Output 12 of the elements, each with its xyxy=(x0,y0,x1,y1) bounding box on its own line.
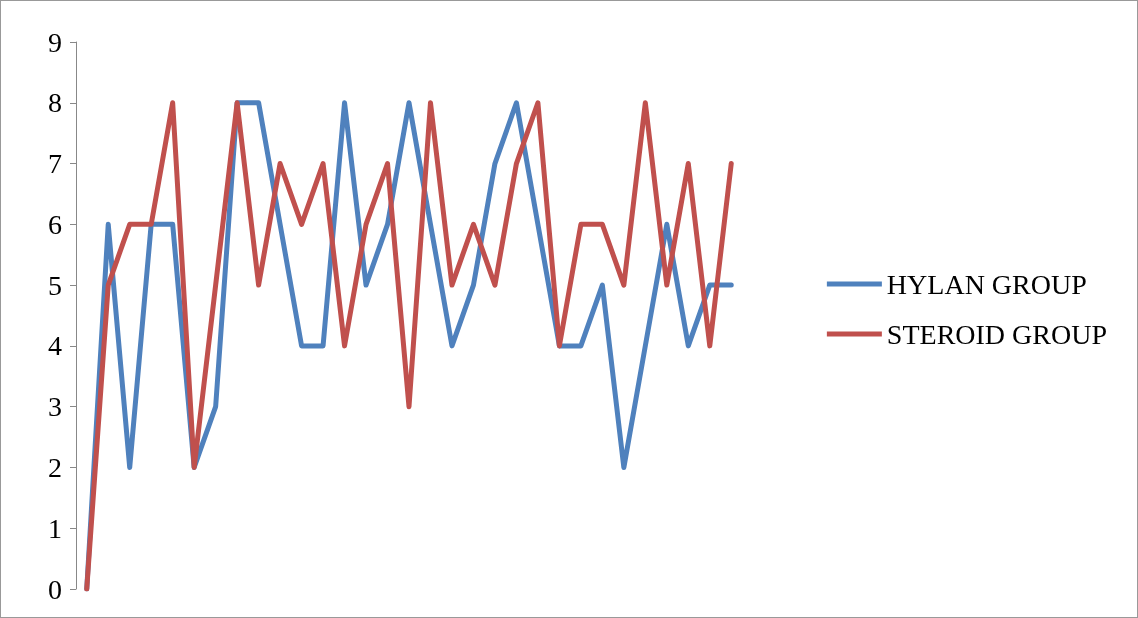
legend-label: STEROID GROUP xyxy=(886,318,1108,350)
y-tick-label: 5 xyxy=(48,269,62,301)
y-tick-label: 6 xyxy=(48,208,62,240)
y-tick-label: 0 xyxy=(48,573,62,605)
y-tick-label: 1 xyxy=(48,512,62,544)
y-tick-label: 8 xyxy=(48,87,62,119)
legend-label: HYLAN GROUP xyxy=(886,268,1087,300)
y-tick-label: 3 xyxy=(48,391,62,423)
y-tick-label: 9 xyxy=(48,26,62,58)
y-tick-label: 4 xyxy=(48,330,62,362)
y-tick-label: 2 xyxy=(48,451,62,483)
y-tick-label: 7 xyxy=(48,148,62,180)
